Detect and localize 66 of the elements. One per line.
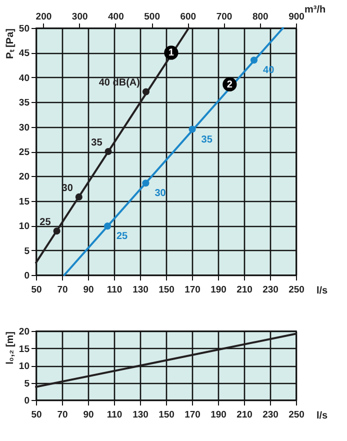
x-tick-label: 150 (158, 284, 174, 296)
y-tick-label: 10 (18, 361, 30, 372)
x-tick-label: 210 (236, 284, 252, 296)
x2-tick-label: 300 (72, 12, 88, 22)
x-tick-label: 50 (31, 410, 42, 420)
x-tick-label: 170 (184, 284, 200, 296)
y-tick-label: 5 (24, 378, 30, 390)
y-tick-label: 40 (18, 72, 30, 84)
point (250, 56, 258, 64)
x-tick-label: 190 (210, 284, 226, 296)
y-tick-label: 5 (24, 246, 30, 257)
y-tick-label: 45 (18, 48, 30, 60)
x-axis-title: l/s (316, 286, 328, 296)
point (53, 228, 60, 235)
y-tick-label: 35 (18, 98, 30, 109)
x-tick-label: 90 (83, 410, 94, 420)
annotation: 1 (168, 48, 174, 59)
x-tick-label: 70 (57, 284, 68, 296)
annotation: 25 (40, 217, 52, 228)
point (75, 193, 82, 200)
x-tick-label: 250 (288, 410, 304, 420)
y-tick-label: 0 (24, 396, 30, 406)
y-tick-label: 15 (18, 344, 30, 355)
x2-axis-title: m³/h (304, 4, 326, 16)
y-tick-label: 30 (18, 122, 30, 134)
x2-tick-label: 800 (252, 12, 268, 22)
x-tick-label: 50 (31, 284, 42, 296)
x2-tick-label: 600 (180, 12, 196, 22)
x-tick-label: 150 (158, 410, 174, 420)
annotation: 25 (116, 231, 128, 242)
annotation: 35 (91, 138, 103, 148)
y-tick-label: 0 (24, 270, 30, 282)
y-tick-label: 20 (18, 172, 30, 183)
point (104, 222, 112, 230)
point (104, 148, 112, 156)
x-tick-label: 90 (83, 284, 94, 296)
x-tick-label: 210 (236, 410, 252, 420)
y-tick-label: 10 (18, 221, 30, 232)
x-axis-title: l/s (316, 410, 328, 422)
annotation: 30 (154, 188, 166, 200)
annotation: 35 (201, 134, 213, 146)
point (142, 180, 150, 187)
x2-tick-label: 500 (144, 12, 160, 22)
x-tick-label: 190 (210, 410, 226, 420)
x-tick-label: 230 (262, 284, 278, 296)
x2-tick-label: 200 (36, 12, 52, 22)
x2-tick-label: 400 (108, 12, 124, 22)
point (188, 126, 196, 133)
x-tick-label: 110 (106, 410, 122, 420)
x-tick-label: 250 (288, 284, 304, 296)
annotation: 2 (226, 79, 233, 90)
y-tick-label: 20 (18, 326, 30, 338)
x-tick-label: 70 (57, 410, 68, 420)
x-tick-label: 230 (262, 410, 278, 420)
x2-tick-label: 900 (288, 12, 304, 22)
x-tick-label: 110 (106, 284, 122, 296)
y-axis-title: l₀,₂ [m] (4, 332, 16, 364)
x-tick-label: 130 (132, 410, 148, 420)
y-tick-label: 50 (18, 24, 30, 34)
y-tick-label: 25 (18, 147, 30, 158)
x-tick-label: 170 (184, 410, 200, 420)
y-tick-label: 15 (18, 196, 30, 208)
x2-tick-label: 700 (216, 12, 232, 22)
y-axis-title: Pₜ [Pa] (4, 28, 16, 59)
x-tick-label: 130 (132, 284, 148, 296)
point (142, 88, 150, 96)
